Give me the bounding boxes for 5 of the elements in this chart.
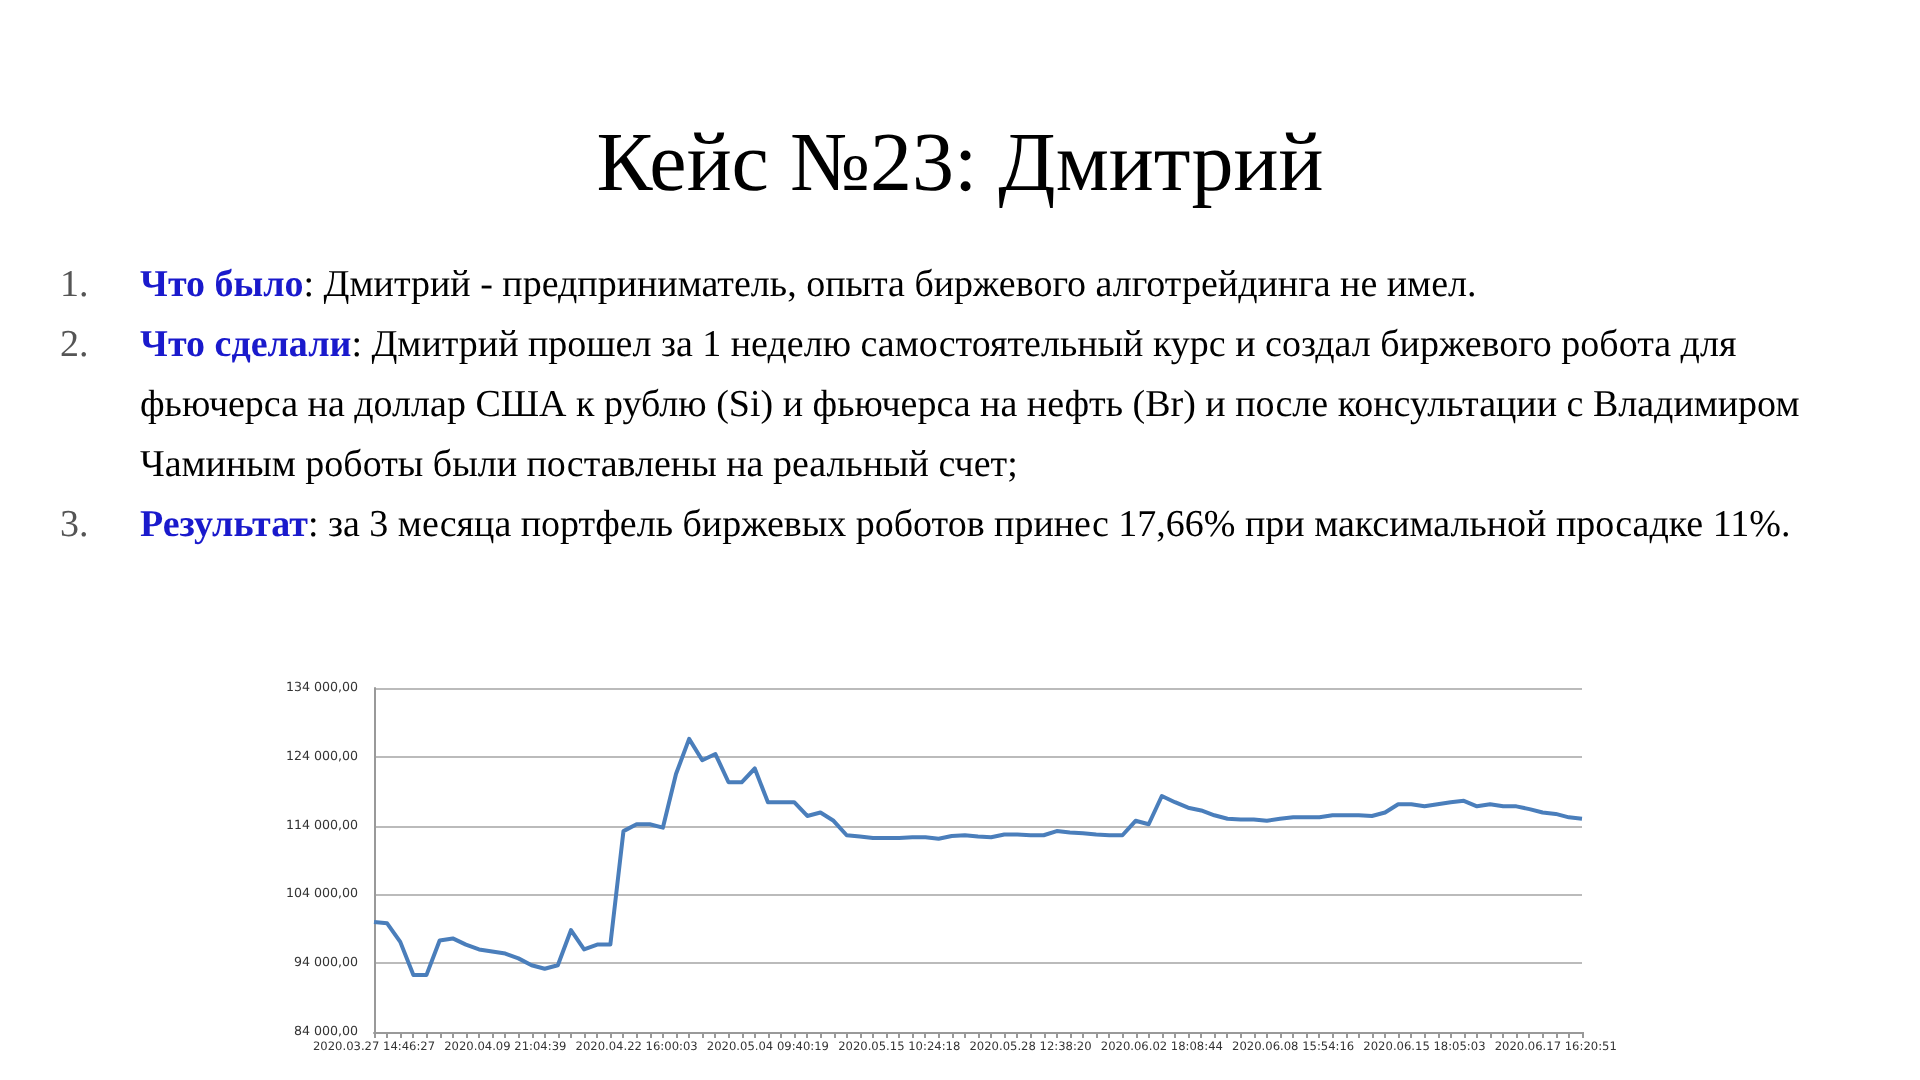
chart-title: Кейс №23: Дмитрий (594, 116, 1326, 212)
line-series (372, 736, 1584, 977)
text: 3. Результат: за 3 месяца портфель биржевых роботов принес 17,66% при максимальной просадке 11%. (60, 504, 1791, 546)
text: 1. Что было: Дмитрий - предприниматель, опыта биржевого алготрейдинга не имел. (60, 264, 1477, 306)
text: 2. Что сделали: Дмитрий прошел за 1 неделю самостоятельный курс и создал биржевого робота для фьючерса на доллар США к рублю (Si) и фьючерса на нефть (Br) и после консультации с Владимиром Чаминым роботы были поставлены на реальный счет; (60, 324, 1800, 486)
